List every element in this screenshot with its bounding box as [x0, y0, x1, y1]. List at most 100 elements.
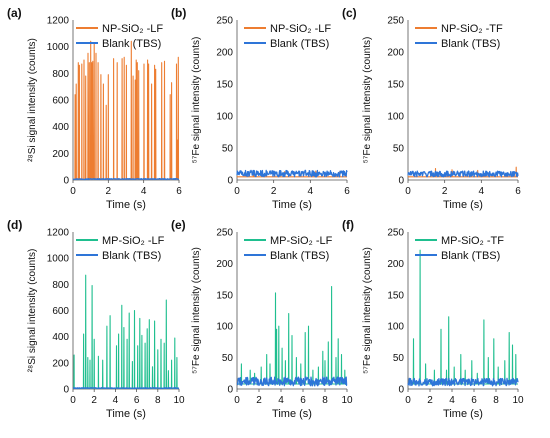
y-tick-label: 100 — [387, 112, 404, 123]
series-line — [236, 169, 348, 178]
x-axis-label: Time (s) — [106, 408, 146, 420]
panel-label: (b) — [171, 6, 186, 20]
y-axis-label: ⁵⁷Fe signal intensity (counts) — [362, 247, 373, 374]
y-tick-label: 200 — [387, 259, 404, 270]
x-tick-label: 4 — [479, 186, 485, 197]
series-line — [408, 249, 518, 385]
y-tick-label: 400 — [52, 332, 69, 343]
y-tick-label: 150 — [216, 290, 233, 301]
x-tick-label: 0 — [234, 186, 240, 197]
x-tick-label: 2 — [106, 186, 112, 197]
series-line — [408, 166, 518, 178]
legend-label: Blank (TBS) — [441, 38, 500, 50]
y-axis-label: ⁵⁷Fe signal intensity (counts) — [191, 247, 202, 374]
legend-label: MP-SiO₂ -LF — [102, 235, 165, 247]
x-tick-label: 0 — [70, 395, 76, 406]
legend-label: NP-SiO₂ -TF — [441, 23, 503, 35]
x-axis-label: Time (s) — [443, 199, 483, 211]
legend-label: Blank (TBS) — [441, 250, 500, 262]
y-tick-label: 250 — [387, 228, 404, 239]
y-tick-label: 0 — [63, 385, 69, 396]
legend-label: NP-SiO₂ -LF — [102, 23, 163, 35]
x-tick-label: 4 — [449, 395, 455, 406]
legend-label: Blank (TBS) — [102, 250, 161, 262]
series-line — [237, 286, 347, 385]
x-tick-label: 8 — [322, 395, 328, 406]
x-tick-label: 2 — [427, 395, 433, 406]
y-tick-label: 200 — [52, 358, 69, 369]
chart-panel: (a) 0 200 400 600 800 1000 1200 0 2 4 6 Time (s) ²⁸Si… — [7, 6, 182, 211]
y-tick-label: 600 — [52, 96, 69, 107]
y-tick-label: 800 — [52, 69, 69, 80]
x-tick-label: 6 — [176, 186, 182, 197]
y-tick-label: 50 — [222, 144, 234, 155]
y-tick-label: 100 — [387, 322, 404, 333]
y-tick-label: 0 — [227, 385, 233, 396]
y-tick-label: 0 — [398, 385, 404, 396]
y-tick-label: 1200 — [47, 228, 70, 239]
y-tick-label: 200 — [387, 48, 404, 59]
y-axis-label: ⁵⁷Fe signal intensity (counts) — [362, 37, 373, 164]
y-tick-label: 250 — [387, 16, 404, 27]
y-tick-label: 200 — [52, 149, 69, 160]
series-line — [407, 170, 519, 178]
y-axis-label: ²⁸Si signal intensity (counts) — [27, 249, 38, 373]
y-tick-label: 50 — [393, 144, 405, 155]
x-tick-label: 2 — [442, 186, 448, 197]
x-tick-label: 0 — [405, 395, 411, 406]
legend-label: NP-SiO₂ -LF — [270, 23, 331, 35]
y-axis-label: ⁵⁷Fe signal intensity (counts) — [191, 37, 202, 164]
series-line — [236, 376, 348, 387]
x-tick-label: 10 — [173, 395, 185, 406]
y-tick-label: 250 — [216, 16, 233, 27]
series-line — [73, 274, 179, 389]
y-tick-label: 150 — [216, 80, 233, 91]
x-tick-label: 2 — [271, 186, 277, 197]
panel-label: (d) — [7, 218, 22, 232]
y-tick-label: 50 — [222, 353, 234, 364]
x-axis-label: Time (s) — [272, 408, 312, 420]
y-tick-label: 150 — [387, 290, 404, 301]
x-tick-label: 2 — [256, 395, 262, 406]
y-tick-label: 200 — [216, 48, 233, 59]
legend-label: MP-SiO₂ -TF — [441, 235, 504, 247]
y-tick-label: 0 — [398, 176, 404, 187]
y-tick-label: 150 — [387, 80, 404, 91]
y-tick-label: 800 — [52, 280, 69, 291]
series-line — [72, 387, 180, 390]
y-tick-label: 400 — [52, 122, 69, 133]
x-tick-label: 6 — [134, 395, 140, 406]
x-axis-label: Time (s) — [272, 199, 312, 211]
x-tick-label: 6 — [515, 186, 521, 197]
y-tick-label: 1200 — [47, 16, 70, 27]
y-tick-label: 100 — [216, 112, 233, 123]
x-axis-label: Time (s) — [106, 199, 146, 211]
y-tick-label: 0 — [63, 176, 69, 187]
x-tick-label: 6 — [344, 186, 350, 197]
y-tick-label: 250 — [216, 228, 233, 239]
x-tick-label: 0 — [70, 186, 76, 197]
series-line — [72, 178, 180, 181]
panel-label: (a) — [7, 6, 22, 20]
x-tick-label: 10 — [512, 395, 524, 406]
y-tick-label: 1000 — [47, 42, 70, 53]
x-tick-label: 6 — [471, 395, 477, 406]
y-tick-label: 50 — [393, 353, 405, 364]
legend-label: MP-SiO₂ -LF — [270, 235, 333, 247]
chart-panel: (f) 0 50 100 150 200 250 0 2 4 6 8 10 Time (s) ⁵⁷Fe si… — [342, 218, 524, 420]
y-tick-label: 0 — [227, 176, 233, 187]
y-tick-label: 200 — [216, 259, 233, 270]
x-tick-label: 6 — [300, 395, 306, 406]
x-tick-label: 0 — [234, 395, 240, 406]
chart-panel: (c) 0 50 100 150 200 250 0 2 4 6 Time (s) ⁵⁷Fe signa… — [342, 6, 521, 211]
x-tick-label: 4 — [141, 186, 147, 197]
legend-label: Blank (TBS) — [102, 38, 161, 50]
x-tick-label: 4 — [113, 395, 119, 406]
x-tick-label: 0 — [405, 186, 411, 197]
x-tick-label: 4 — [308, 186, 314, 197]
x-axis-label: Time (s) — [443, 408, 483, 420]
panel-label: (f) — [342, 218, 354, 232]
chart-panel: (d) 0 200 400 600 800 1000 1200 0 2 4 6 8 10 Time (s) ²… — [7, 218, 185, 420]
chart-panel: (e) 0 50 100 150 200 250 0 2 4 6 8 10 Time (s) ⁵⁷Fe si… — [171, 218, 353, 420]
